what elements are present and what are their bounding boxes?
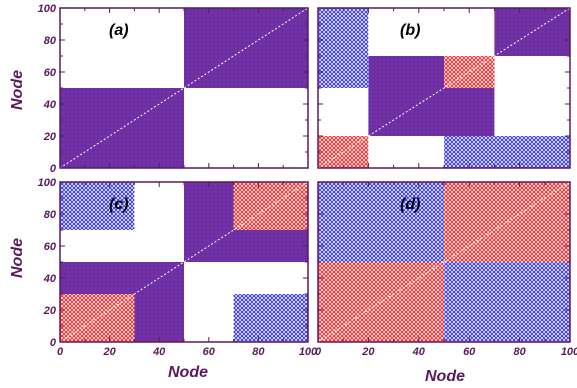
y-axis-label-top: Node — [9, 70, 26, 110]
x-tick-label: 100 — [299, 346, 318, 358]
panel-label: (a) — [109, 22, 129, 39]
x-tick-label: 40 — [152, 346, 166, 358]
y-tick-label: 0 — [50, 337, 57, 349]
x-axis-label-right: Node — [425, 368, 465, 385]
x-tick-label: 0 — [57, 346, 64, 358]
y-tick-label: 80 — [44, 35, 57, 47]
x-tick-label: 60 — [463, 346, 476, 358]
y-tick-label: 80 — [44, 209, 57, 221]
diagonal-line — [59, 7, 309, 169]
x-tick-label: 40 — [412, 346, 426, 358]
y-tick-label: 40 — [43, 273, 57, 285]
y-axis-label-bottom: Node — [9, 238, 26, 278]
x-tick-label: 20 — [102, 346, 116, 358]
y-tick-label: 20 — [43, 305, 57, 317]
block-3 — [444, 56, 495, 88]
y-tick-label: 40 — [43, 99, 57, 111]
diagonal-line — [317, 7, 571, 169]
block-6 — [494, 136, 570, 168]
y-tick-label: 20 — [43, 131, 57, 143]
block-6 — [233, 294, 308, 342]
panel-2: (b) — [317, 7, 571, 169]
x-tick-label: 20 — [361, 346, 375, 358]
panel-label: (b) — [400, 22, 420, 39]
panel-label: (d) — [400, 196, 420, 213]
diagonal-line — [59, 181, 309, 343]
y-tick-label: 100 — [38, 3, 57, 15]
block-8 — [444, 136, 495, 168]
x-tick-label: 80 — [252, 346, 265, 358]
x-axis-label-left: Node — [168, 364, 208, 381]
x-tick-label: 100 — [561, 346, 577, 358]
y-tick-label: 0 — [50, 163, 57, 175]
panel-4: 0 20 40 60 80 100 (d) — [315, 181, 577, 358]
y-tick-label: 60 — [44, 241, 57, 253]
panel-1: 0 20 40 60 80 100 (a) — [38, 3, 309, 175]
x-tick-label: 0 — [315, 346, 322, 358]
diagonal-line — [317, 181, 571, 343]
x-tick-label: 60 — [203, 346, 216, 358]
block-4 — [444, 262, 570, 342]
x-tick-label: 80 — [513, 346, 526, 358]
y-tick-label: 60 — [44, 67, 57, 79]
block-5 — [318, 8, 369, 56]
panel-3: 0 20 40 60 80 100 0 20 40 60 80 100 (c) — [38, 177, 318, 358]
block-3 — [318, 182, 444, 262]
block-7 — [318, 56, 369, 88]
block-5 — [60, 182, 135, 230]
panel-label: (c) — [109, 196, 129, 213]
y-tick-label: 100 — [38, 177, 57, 189]
